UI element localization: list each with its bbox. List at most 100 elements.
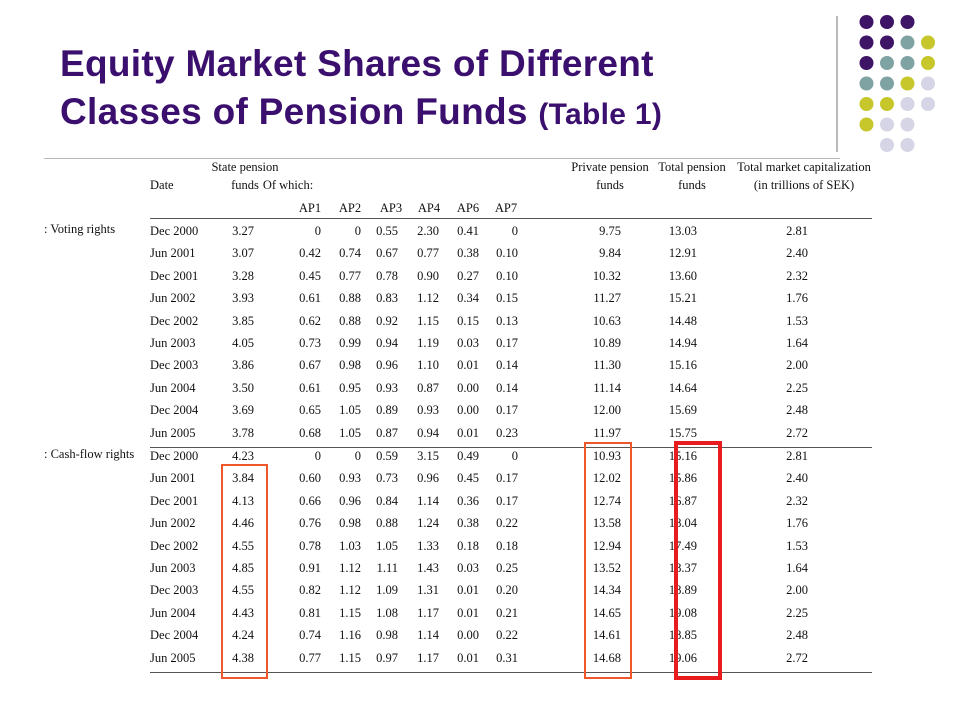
decorative-dot: [880, 35, 894, 50]
decorative-dot: [859, 117, 874, 132]
table-cell: 0.74: [299, 628, 321, 643]
table-cell: 12.91: [668, 246, 697, 261]
header-state-pension-line1: State pension: [211, 160, 279, 174]
cell-date: Jun 2004: [150, 605, 196, 620]
table-cell: 1.10: [417, 358, 439, 373]
table-cell: 0: [511, 449, 518, 463]
decorative-dot: [880, 15, 894, 29]
table-cell: 0.60: [299, 471, 321, 486]
table-cell: 0.89: [376, 403, 398, 418]
cell-date: Jun 2002: [150, 291, 196, 306]
table-cell: 0.65: [299, 403, 321, 418]
table-cell: 0.84: [376, 493, 398, 508]
table-cell: 0.41: [457, 224, 479, 238]
table-cell: 3.86: [232, 358, 254, 373]
table-cell: 14.48: [668, 313, 697, 328]
header-ap6: AP6: [456, 201, 480, 215]
table-cell: 0: [511, 224, 518, 238]
table-cell: 0.00: [457, 403, 479, 418]
table-cell: 0.93: [339, 471, 361, 486]
table-cell: 0.67: [299, 358, 321, 373]
table-cell: 3.78: [232, 425, 254, 440]
table-cell: 0.01: [457, 583, 479, 598]
decorative-dot: [880, 117, 894, 132]
table-cell: 0.95: [339, 380, 361, 395]
decorative-dot: [859, 35, 874, 50]
table-cell: 11.27: [593, 291, 621, 306]
table-cell: 1.31: [417, 583, 439, 598]
decorative-dot: [859, 15, 874, 29]
table-cell: 0.13: [496, 313, 518, 328]
table-cell: 1.17: [417, 650, 439, 665]
header-ap4: AP4: [417, 201, 441, 215]
table-cell: 0.90: [417, 268, 439, 283]
decorative-dot: [859, 97, 874, 111]
table-cell: 10.63: [592, 313, 621, 328]
table-cell: 0.76: [299, 516, 321, 531]
table-cell: 4.05: [232, 336, 254, 350]
decorative-dot-grid: [859, 15, 935, 152]
table-cell: 0.94: [417, 425, 439, 440]
decorative-dot: [900, 56, 915, 70]
table-cell: 0.93: [417, 403, 439, 418]
cell-date: Jun 2005: [150, 425, 196, 440]
title-line-1: Equity Market Shares of Different: [60, 43, 654, 84]
table-cell: 1.19: [417, 336, 439, 350]
table-cell: 15.21: [668, 291, 697, 306]
table-cell: 0.78: [299, 538, 321, 553]
decorative-dot: [900, 138, 915, 152]
table-cell: 0.78: [376, 268, 398, 283]
table-cell: 0.01: [457, 425, 479, 440]
header-market-cap-line1: Total market capitalization: [737, 160, 871, 174]
table-cell: 3.50: [232, 380, 254, 395]
decorative-dot: [900, 97, 915, 111]
table-cell: 11.97: [593, 425, 621, 440]
table-cell: 0.93: [376, 380, 398, 395]
table-cell: 12.74: [592, 493, 621, 508]
table-cell: 0.18: [496, 538, 518, 553]
section-bottom-rule: [150, 672, 872, 673]
header-ap3: AP3: [379, 201, 403, 215]
table-cell: 10.32: [592, 268, 621, 283]
decorative-dot: [921, 56, 935, 70]
table-cell: 1.16: [339, 628, 361, 643]
cell-date: Dec 2004: [150, 628, 199, 643]
table-cell: 1.03: [339, 538, 361, 553]
table-cell: 0.77: [417, 246, 439, 261]
table-cell: 0.88: [376, 516, 398, 531]
table-cell: 2.32: [786, 268, 808, 283]
table-cell: 0.15: [496, 291, 518, 306]
table-cell: 0.45: [457, 471, 479, 486]
table-cell: 4.43: [232, 605, 254, 620]
table-cell: 2.40: [786, 246, 808, 261]
section-label: : Voting rights: [44, 222, 116, 236]
table-cell: 0.98: [339, 516, 361, 531]
table-cell: 0.01: [457, 605, 479, 620]
cell-date: Dec 2001: [150, 493, 199, 508]
table-cell: 13.03: [668, 224, 697, 238]
table-cell: 0.49: [457, 449, 479, 463]
table-cell: 0.77: [299, 650, 321, 665]
table-cell: 3.28: [232, 268, 254, 283]
header-date: Date: [150, 178, 174, 192]
table-cell: 0.96: [417, 471, 439, 486]
table-cell: 2.25: [786, 605, 808, 620]
table-cell: 0.17: [496, 336, 518, 350]
table-cell: 1.11: [376, 561, 398, 575]
table-cell: 2.30: [417, 224, 439, 238]
table-cell: 13.60: [668, 268, 697, 283]
table-cell: 0.59: [376, 449, 398, 463]
table-cell: 4.46: [232, 516, 254, 531]
table-cell: 0.97: [376, 650, 398, 665]
table-cell: 1.08: [376, 605, 398, 620]
table-cell: 1.05: [376, 538, 398, 553]
header-private-pension-line1: Private pension: [571, 160, 649, 174]
table-cell: 3.27: [232, 224, 254, 238]
cell-date: Jun 2005: [150, 650, 196, 665]
table-cell: 14.64: [668, 380, 697, 395]
table-cell: 0.21: [496, 605, 518, 620]
table-cell: 4.55: [232, 583, 254, 598]
table-cell: 2.72: [786, 650, 808, 665]
table-cell: 0.73: [376, 471, 398, 486]
table-cell: 1.12: [339, 561, 361, 575]
